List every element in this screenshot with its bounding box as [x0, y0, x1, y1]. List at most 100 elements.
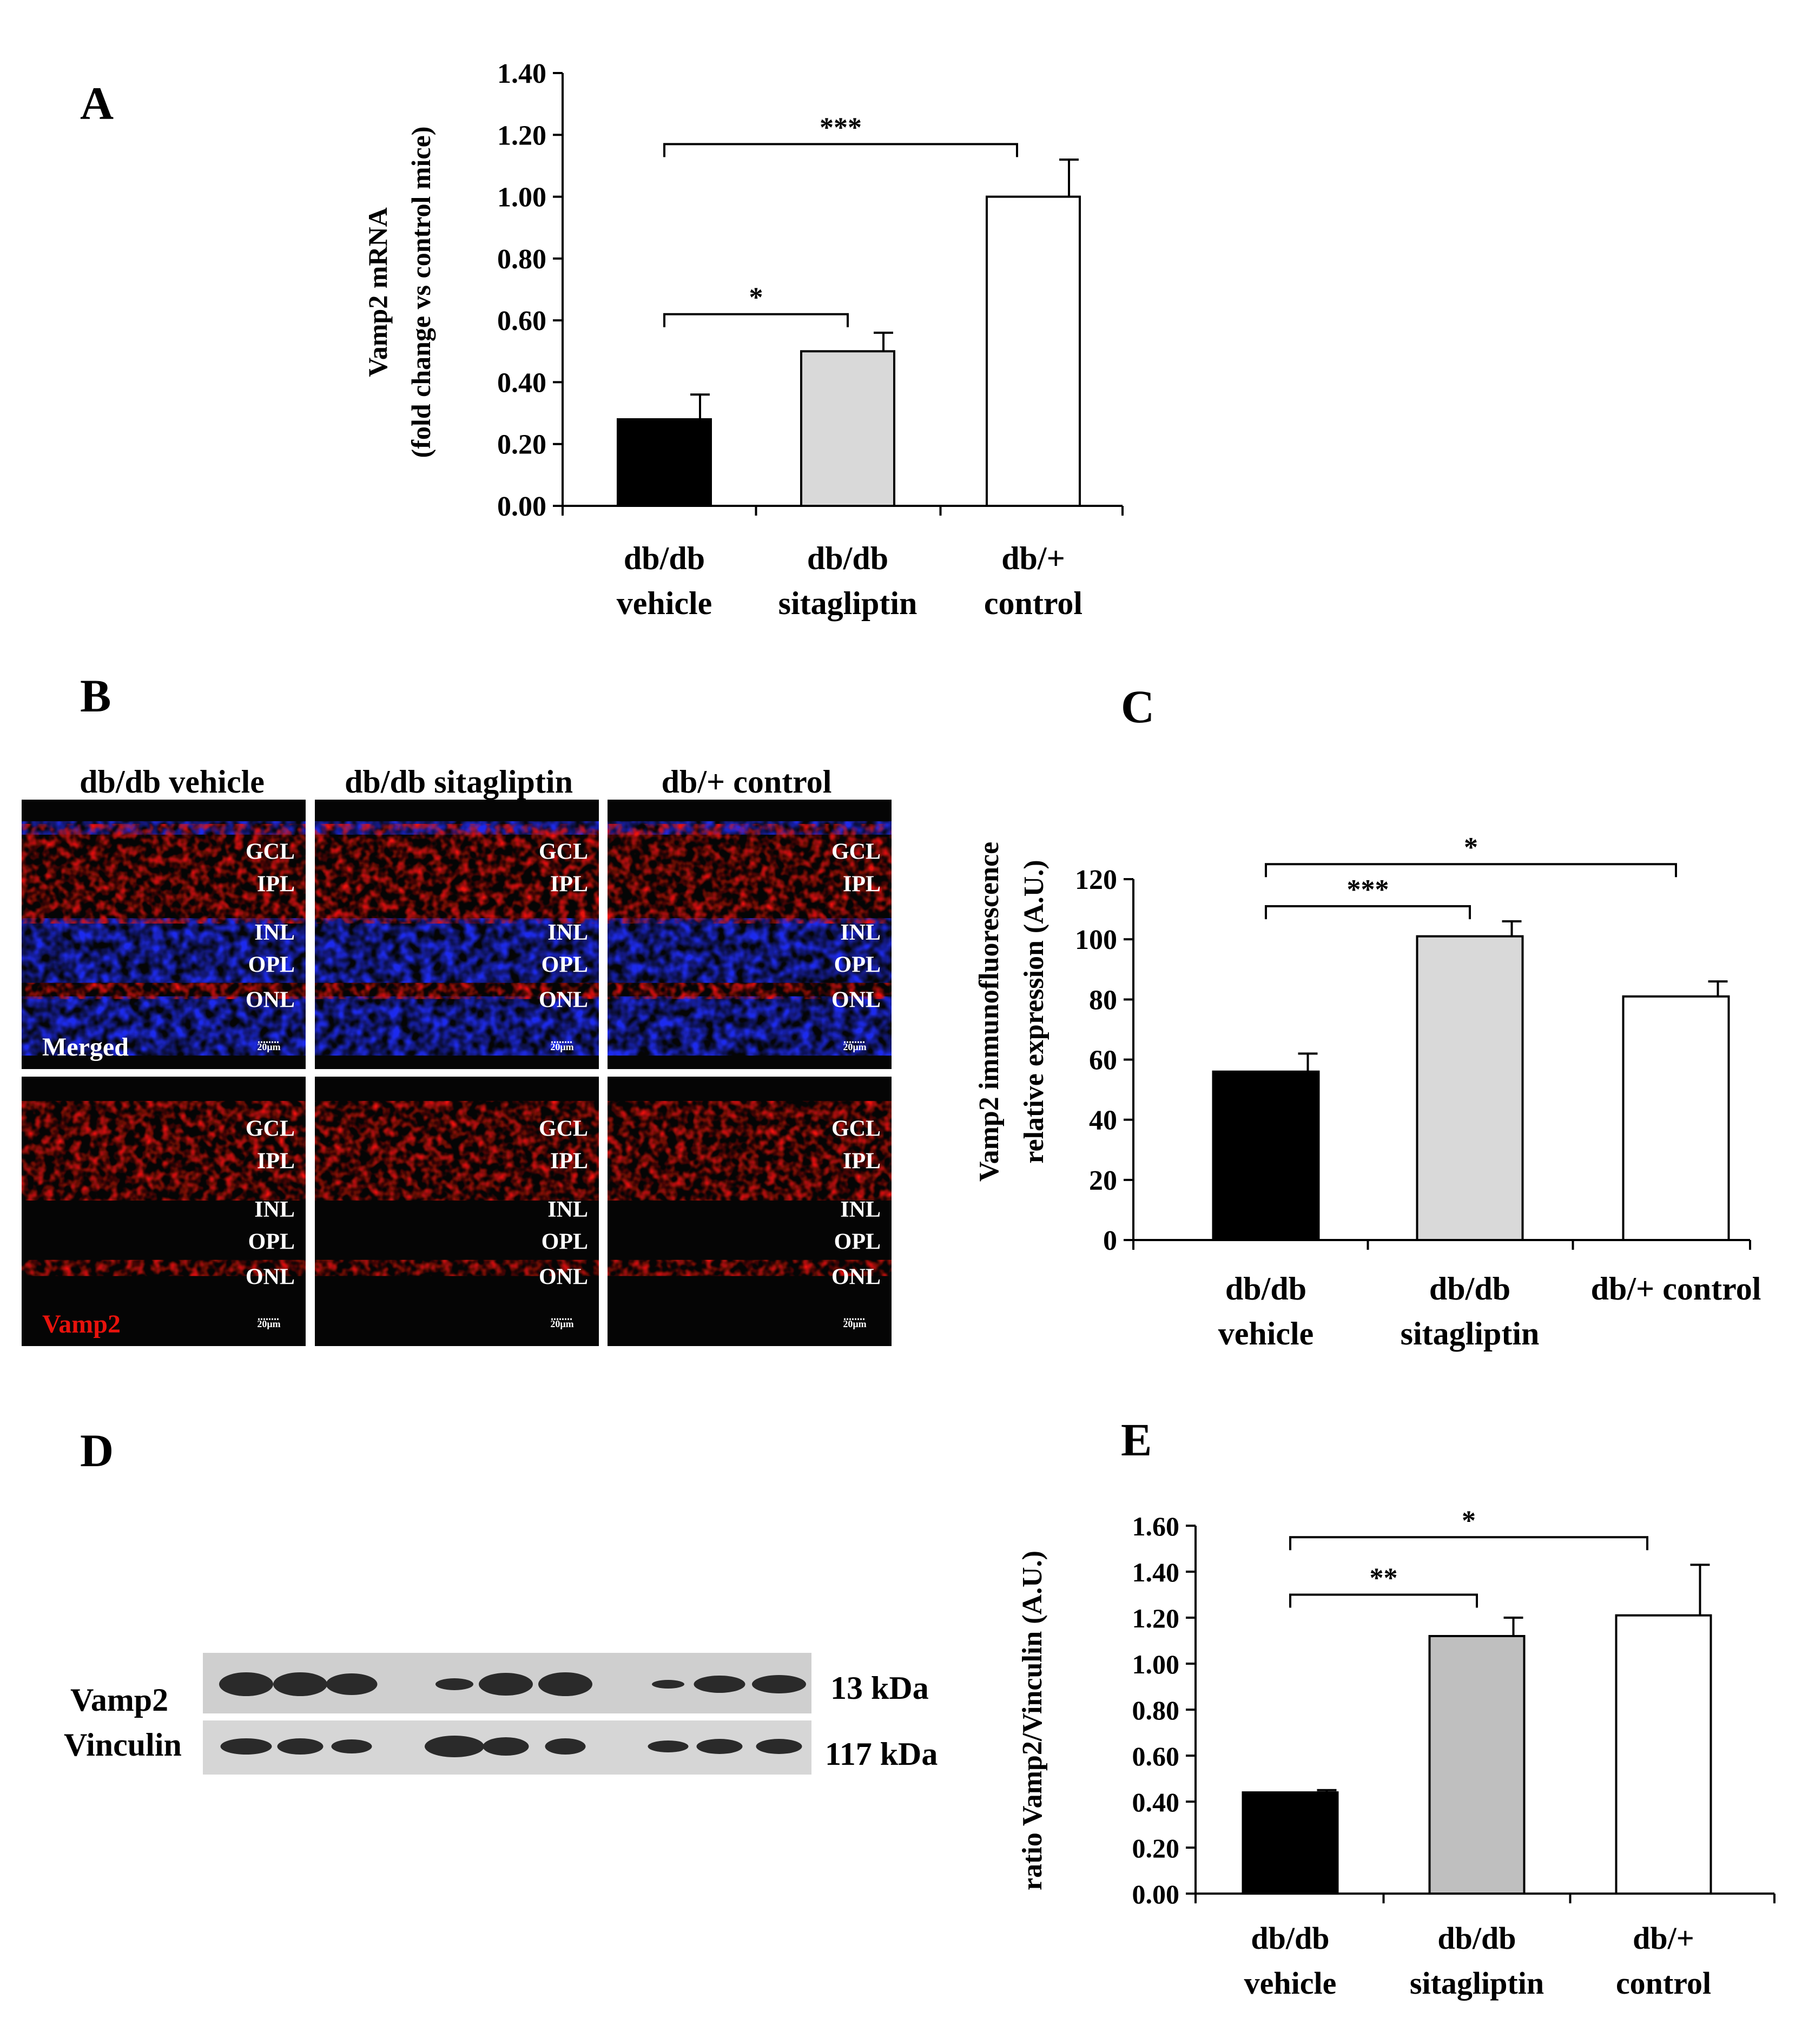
blot-band: [435, 1678, 473, 1690]
layer-label: GCL: [246, 840, 295, 865]
blot-band: [277, 1738, 324, 1755]
panel-letter-a: A: [80, 77, 114, 129]
column-headers: db/db vehicle db/db sitagliptin db/+ con…: [80, 764, 831, 800]
chart-c-significance-label: *: [1464, 832, 1478, 863]
layer-label: OPL: [542, 953, 588, 978]
chart-a-category-label: control: [984, 585, 1082, 621]
chart-c-y-tick-label: 100: [1075, 925, 1117, 955]
vamp2-signal: [608, 1260, 892, 1276]
blot-band: [694, 1676, 745, 1693]
scale-bar-label: 20µm: [550, 1318, 573, 1329]
chart-a: 0.00 0.20 0.40 0.60 0.80 1.00 1.20 1.40 db/db veh…: [362, 58, 1124, 621]
vamp2-signal: [315, 1260, 599, 1276]
chart-a-bar: [986, 195, 1081, 507]
vamp2-signal: [315, 983, 599, 999]
scale-bar-label: 20µm: [257, 1318, 280, 1329]
blot-band: [331, 1739, 372, 1753]
chart-a-category-label: db/+: [1001, 540, 1065, 576]
chart-c-significance-bracket: [1265, 863, 1677, 878]
chart-c-y-axis-label: relative expression (A.U.): [1019, 860, 1049, 1163]
chart-e-y-tick-label: 1.00: [1132, 1649, 1180, 1679]
layer-label: OPL: [248, 1230, 295, 1255]
layer-label: GCL: [831, 1117, 881, 1142]
chart-e-category-label: control: [1616, 1966, 1711, 2001]
chart-c-bar: [1212, 1070, 1320, 1241]
column-header-vehicle: db/db vehicle: [80, 764, 265, 800]
blot-band: [752, 1675, 806, 1693]
panel-letter-d: D: [80, 1425, 114, 1476]
layer-label: INL: [840, 920, 881, 945]
chart-c-category-label: db/db: [1225, 1271, 1306, 1307]
blot-band: [219, 1672, 273, 1696]
layer-label: OPL: [542, 1230, 588, 1255]
layer-label: OPL: [834, 1230, 881, 1255]
blot-band: [483, 1737, 529, 1756]
retina-tile: GCL IPL INL OPL ONL 20µm: [315, 800, 599, 1069]
blot-band: [652, 1680, 684, 1689]
layer-label: ONL: [539, 987, 588, 1012]
chart-a-y-tick-label: 1.00: [497, 182, 546, 213]
chart-c-category-label: db/+ control: [1591, 1271, 1761, 1307]
chart-e-significance-label: *: [1462, 1505, 1476, 1536]
layer-label: IPL: [550, 1149, 588, 1173]
retina-tiles: GCL IPL INL OPL ONL 20µm Merged GCL IPL INL OPL ONL…: [22, 800, 892, 1346]
chart-e-category-label: db/db: [1251, 1921, 1329, 1956]
retina-tile: GCL IPL INL OPL ONL 20µm: [315, 1077, 599, 1346]
chart-e-bar: [1615, 1614, 1712, 1895]
inl-nuclei: [608, 918, 892, 983]
chart-e-y-tick-label: 1.60: [1132, 1511, 1180, 1541]
chart-c-significance-label: ***: [1347, 874, 1389, 905]
blot-band: [538, 1672, 592, 1696]
panel-letter-e: E: [1121, 1414, 1152, 1466]
blot-band: [545, 1738, 586, 1755]
blot-band: [425, 1736, 484, 1757]
scale-bar-label: 20µm: [843, 1041, 866, 1052]
layer-label: GCL: [539, 1117, 588, 1142]
chart-c-y-tick-label: 80: [1089, 985, 1117, 1016]
band-size-vinculin: 117 kDa: [825, 1736, 938, 1772]
chart-a-bar: [800, 350, 895, 507]
panel-d-western-blot: Vamp2 Vinculin 13 kDa 117 kDa: [64, 1653, 938, 1775]
layer-label: GCL: [831, 840, 881, 865]
retina-tile: GCL IPL INL OPL ONL 20µm: [608, 1077, 892, 1346]
chart-a-significance-label: ***: [820, 112, 862, 143]
inl-nuclei: [22, 918, 306, 983]
panel-letter-b: B: [80, 670, 111, 722]
chart-a-category-label: vehicle: [617, 585, 712, 621]
chart-c-bar: [1416, 935, 1524, 1241]
vamp2-signal: [22, 1100, 306, 1201]
chart-e-y-tick-label: 0.20: [1132, 1833, 1180, 1863]
chart-e-significance-label: **: [1370, 1563, 1398, 1594]
chart-e-category-label: sitagliptin: [1410, 1966, 1544, 2001]
layer-label: IPL: [257, 1149, 295, 1173]
chart-e-y-tick-label: 0.40: [1132, 1787, 1180, 1817]
chart-a-category-label: db/db: [624, 540, 705, 576]
chart-c-y-tick-label: 0: [1103, 1225, 1117, 1256]
chart-c-category-label: vehicle: [1218, 1316, 1314, 1351]
chart-a-significance-bracket: [663, 143, 1018, 157]
chart-e-bar: [1242, 1791, 1339, 1895]
vamp2-signal: [315, 1100, 599, 1201]
chart-e-category-label: db/+: [1633, 1921, 1694, 1956]
chart-e-y-tick-label: 1.40: [1132, 1557, 1180, 1587]
vinculin-bands: [220, 1736, 802, 1757]
band-label-vinculin: Vinculin: [64, 1727, 182, 1763]
layer-label: ONL: [246, 987, 295, 1012]
chart-c-bar: [1622, 995, 1730, 1242]
blot-band: [756, 1739, 802, 1754]
row-label: Merged: [42, 1033, 129, 1061]
scale-bar-label: 20µm: [550, 1041, 573, 1052]
layer-label: INL: [547, 1197, 588, 1222]
onl-nuclei: [22, 996, 306, 1056]
chart-a-bar: [617, 418, 712, 507]
chart-a-category-label: sitagliptin: [778, 585, 917, 621]
chart-e-category-label: db/db: [1437, 1921, 1516, 1956]
chart-a-y-tick-label: 1.40: [497, 58, 546, 89]
vamp2-signal: [315, 823, 599, 924]
blot-band: [273, 1672, 327, 1696]
column-header-sitagliptin: db/db sitagliptin: [345, 764, 573, 800]
chart-e-y-tick-label: 1.20: [1132, 1603, 1180, 1633]
chart-e-bar: [1428, 1635, 1526, 1895]
band-label-vamp2: Vamp2: [70, 1682, 168, 1718]
